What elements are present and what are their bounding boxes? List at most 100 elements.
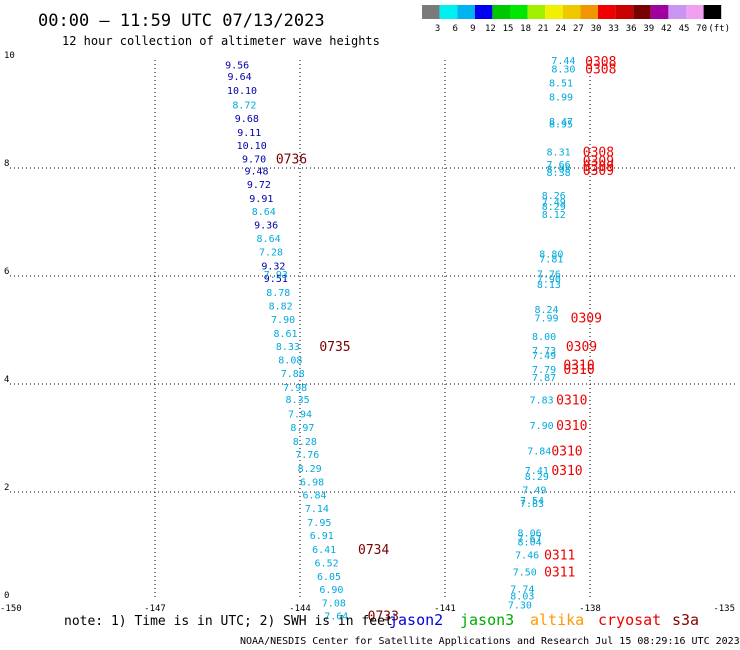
swh-value-label: 7.81 (539, 255, 563, 266)
swh-value-label: 8.64 (257, 234, 281, 245)
colorbar-swatch (686, 5, 704, 19)
colorbar-swatch (457, 5, 475, 19)
swh-value-label: 9.48 (244, 167, 268, 178)
swh-value-label: 8.08 (547, 165, 571, 176)
swh-value-label: 7.66 (547, 160, 571, 171)
colorbar-swatch (598, 5, 616, 19)
colorbar-tick-label: 9 (470, 24, 475, 34)
time-label: 0309 (583, 160, 614, 175)
time-label: 0735 (319, 340, 350, 355)
colorbar-tick-label: 18 (520, 24, 531, 34)
swh-value-label: 8.78 (266, 288, 290, 299)
swh-value-label: 6.52 (315, 559, 339, 570)
swh-value-label: 8.99 (549, 93, 573, 104)
swh-value-label: 8.04 (518, 538, 542, 549)
swh-value-label: 8.80 (539, 249, 563, 260)
swh-value-label: 7.14 (305, 504, 329, 515)
x-tick-label: -135 (713, 604, 735, 614)
swh-value-label: 10.10 (227, 86, 257, 97)
colorbar-tick-label: 45 (679, 24, 690, 34)
swh-value-label: 8.24 (534, 305, 558, 316)
swh-value-label: 7.83 (520, 499, 544, 510)
swh-value-label: 7.90 (271, 315, 295, 326)
colorbar-legend: 3 6 9 12 15 18 21 24 27 30 33 36 39 42 45 70 (ft) (422, 5, 730, 34)
time-label: 0308 (585, 63, 616, 78)
colorbar-swatch (633, 5, 651, 19)
colorbar-tick-label: 33 (608, 24, 619, 34)
colorbar-swatch (545, 5, 563, 19)
swh-value-label: 8.29 (298, 464, 322, 475)
colorbar-tick-label: (ft) (708, 24, 730, 34)
colorbar-tick-label: 21 (538, 24, 549, 34)
colorbar-swatch (439, 5, 458, 19)
y-tick-label: 0 (4, 591, 9, 601)
time-label: 0311 (544, 565, 575, 580)
colorbar-tick-label: 42 (661, 24, 672, 34)
swh-value-label: 7.76 (295, 450, 319, 461)
swh-value-label: 7.41 (525, 466, 549, 477)
swh-value-label: 6.84 (302, 491, 326, 502)
swh-value-label: 6.90 (319, 585, 343, 596)
colorbar-swatch (703, 5, 722, 19)
swh-value-label: 6.98 (300, 478, 324, 489)
swh-value-label: 7.90 (537, 275, 561, 286)
swh-value-label: 9.72 (247, 180, 271, 191)
colorbar-swatch (492, 5, 510, 19)
swh-value-label: 8.00 (532, 332, 556, 343)
swh-value-label: 8.06 (518, 529, 542, 540)
colorbar-swatch (668, 5, 686, 19)
swh-value-label: 8.29 (542, 202, 566, 213)
swh-value-label: 8.72 (232, 100, 256, 111)
swh-value-label: 9.64 (228, 72, 252, 83)
swh-value-label: 8.31 (547, 147, 571, 158)
swh-value-label: 7.49 (542, 197, 566, 208)
swh-value-label: 7.94 (288, 410, 312, 421)
y-tick-label: 6 (4, 267, 9, 277)
swh-value-label: 8.97 (290, 423, 314, 434)
swh-value-label: 7.76 (537, 269, 561, 280)
swh-value-label: 9.32 (261, 262, 285, 273)
swh-value-label: 9.51 (264, 274, 288, 285)
swh-value-label: 8.35 (286, 395, 310, 406)
colorbar-tick-label: 36 (626, 24, 637, 34)
swh-value-label: 7.95 (307, 518, 331, 529)
swh-value-label: 8.03 (510, 592, 534, 603)
swh-value-label: 8.08 (278, 356, 302, 367)
swh-value-label: 7.88 (281, 369, 305, 380)
y-tick-label: 10 (4, 51, 15, 61)
colorbar-swatch (562, 5, 581, 19)
swh-value-label: 7.84 (527, 446, 551, 457)
swh-value-label: 6.41 (312, 545, 336, 556)
time-label: 0309 (571, 312, 602, 327)
swh-value-label: 7.44 (551, 56, 575, 67)
swh-value-label: 7.54 (520, 496, 544, 507)
satellite-legend: jason2 jason3 altika cryosat s3a (389, 611, 699, 629)
swh-value-label: 9.68 (235, 114, 259, 125)
plot-grid (10, 60, 735, 600)
colorbar-swatch (580, 5, 598, 19)
colorbar-tick-label: 30 (591, 24, 602, 34)
swh-value-label: 7.50 (513, 567, 537, 578)
y-tick-label: 2 (4, 483, 9, 493)
swh-value-label: 10.10 (237, 141, 267, 152)
chart-subtitle: 12 hour collection of altimeter wave hei… (62, 34, 380, 48)
colorbar-tick-label: 15 (503, 24, 514, 34)
colorbar-swatch (474, 5, 493, 19)
swh-value-label: 8.30 (551, 65, 575, 76)
satellite-name-jason3: jason3 (460, 611, 514, 629)
time-label: 0309 (583, 154, 614, 169)
footer-note: note: 1) Time is in UTC; 2) SWH is in fe… (64, 614, 393, 629)
swh-value-label: 7.46 (515, 551, 539, 562)
swh-value-label: 9.91 (249, 194, 273, 205)
time-label: 0310 (556, 394, 587, 409)
swh-value-label: 8.29 (525, 472, 549, 483)
time-label: 0734 (358, 543, 389, 558)
swh-value-label: 8.26 (542, 191, 566, 202)
data-labels: 9.569.64 10.10 9.68 9.11 10.10 9.70 9.48 9.72 9.… (225, 55, 616, 625)
swh-value-label: 8.51 (549, 79, 573, 90)
swh-value-label: 8.38 (547, 168, 571, 179)
swh-value-label: 7.64 (324, 612, 348, 623)
time-label: 0308 (585, 55, 616, 70)
time-label: 0310 (551, 444, 582, 459)
